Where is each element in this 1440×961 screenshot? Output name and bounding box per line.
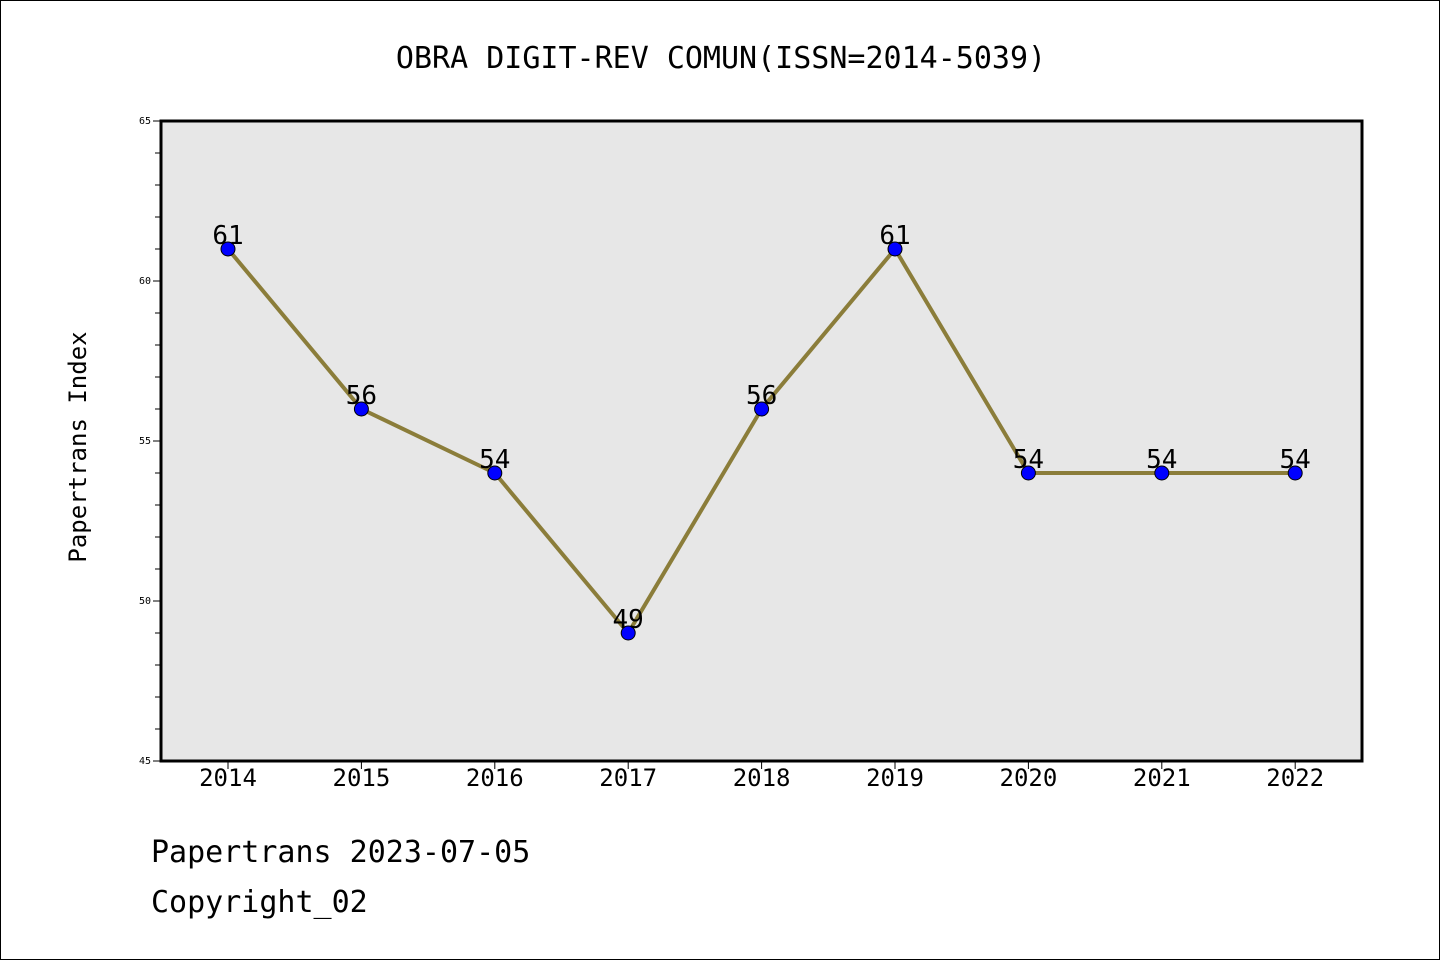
data-point [620,625,636,641]
footer-date: Papertrans 2023-07-05 [151,835,531,870]
plot-area [161,121,1362,761]
y-tick-label: 45 [139,756,151,767]
data-label: 56 [746,381,777,411]
y-axis: 45 50 55 60 65 [139,116,161,767]
y-tick-label: 60 [139,276,151,287]
y-tick-label: 50 [139,596,151,607]
x-tick-label: 2016 [466,764,524,792]
x-tick-label: 2017 [599,764,657,792]
x-tick-label: 2021 [1133,764,1191,792]
data-point [1287,465,1303,481]
plot-border [159,119,1364,763]
x-tick-label: 2019 [866,764,924,792]
data-point [487,465,503,481]
x-tick-label: 2020 [1000,764,1058,792]
x-tick-label: 2015 [333,764,391,792]
data-series: 61 56 54 49 56 61 54 54 54 [212,221,1311,641]
x-tick-label: 2018 [733,764,791,792]
y-tick-label: 65 [139,116,151,127]
data-point [1020,465,1036,481]
x-tick-label: 2014 [199,764,257,792]
data-label: 54 [1280,445,1311,475]
data-point [353,401,369,417]
data-point [220,241,236,257]
data-label: 54 [1146,445,1177,475]
data-point [1154,465,1170,481]
y-axis-label: Papertrans Index [64,331,92,562]
data-label: 49 [613,605,644,635]
footer-copyright: Copyright_02 [151,885,368,920]
data-point [887,241,903,257]
data-label: 54 [1013,445,1044,475]
data-label: 56 [346,381,377,411]
chart-title: OBRA DIGIT-REV COMUN(ISSN=2014-5039) [396,41,1046,76]
x-axis: 2014 2015 2016 2017 2018 2019 2020 2021 2022 [199,761,1324,792]
data-point [754,401,770,417]
y-tick-label: 55 [139,436,151,447]
data-label: 61 [212,221,243,251]
data-label: 54 [479,445,510,475]
x-tick-label: 2022 [1266,764,1324,792]
data-label: 61 [879,221,910,251]
